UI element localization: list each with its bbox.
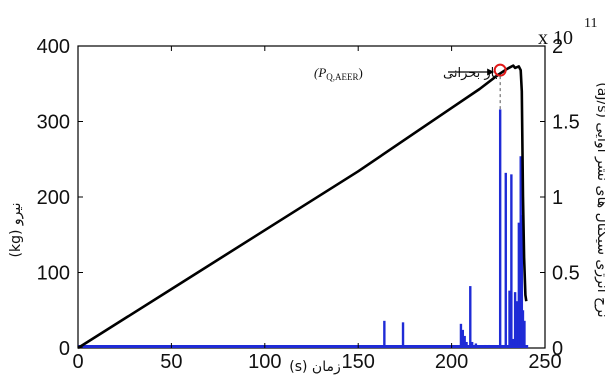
energy-rate-bar <box>461 329 465 348</box>
energy-rate-bar <box>508 290 511 348</box>
annotation-label: بار بحرانی <box>443 66 498 81</box>
energy-rate-bar <box>498 109 502 348</box>
x-tick-label: 0 <box>72 351 83 373</box>
multiplier-exponent: 11 <box>584 16 597 31</box>
y-right-tick-label: 1.5 <box>552 112 580 134</box>
y-axis-right-title: نرخ انرژی سیگنال های نشر آوایی (aJ/s) <box>594 82 605 317</box>
y-left-tick-label: 400 <box>37 36 70 58</box>
energy-rate-bar <box>515 301 519 348</box>
y-right-tick-label: 0 <box>552 338 563 360</box>
x-tick-label: 150 <box>342 351 375 373</box>
energy-rate-bar <box>517 222 521 348</box>
energy-rate-bar <box>465 341 468 348</box>
x-tick-label: 200 <box>435 351 468 373</box>
critical-load-annotation: بار بحرانی (PQ,AEER) <box>314 63 507 111</box>
multiplier-base: x 10 <box>538 27 573 49</box>
critical-load-marker <box>493 63 507 77</box>
energy-rate-bar <box>459 323 463 348</box>
energy-rate-bar <box>523 320 526 348</box>
x-tick-label: 250 <box>528 351 561 373</box>
energy-rate-bar <box>401 322 405 348</box>
energy-rate-bar <box>463 335 466 348</box>
annotation-math-label: (PQ,AEER) <box>314 65 363 82</box>
x-tick-label: 100 <box>248 351 281 373</box>
energy-rate-bar <box>510 174 513 348</box>
energy-rate-bar <box>521 310 525 348</box>
right-axis-multiplier: x 10 11 <box>538 16 597 49</box>
x-tick-label: 50 <box>160 351 182 373</box>
y-right-tick-label: 0.5 <box>552 263 580 285</box>
annotation-arrow-head <box>487 68 495 76</box>
energy-rate-bar <box>470 341 474 348</box>
force-line <box>77 64 528 350</box>
y-axis-left-title: نیرو (kg) <box>8 203 24 258</box>
y-left-tick-label: 200 <box>37 187 70 209</box>
y-left-tick-label: 100 <box>37 263 70 285</box>
energy-rate-bar <box>520 215 524 348</box>
x-axis-title: زمان (s) <box>289 359 340 375</box>
y-left-tick-label: 300 <box>37 112 70 134</box>
energy-rate-bar <box>469 286 472 348</box>
y-right-tick-label: 1 <box>552 187 563 209</box>
energy-rate-bar <box>504 172 507 348</box>
y-right-tick-label: 2 <box>552 36 563 58</box>
energy-rate-bar <box>513 292 517 348</box>
energy-rate-bar <box>383 320 386 348</box>
y-left-tick-label: 0 <box>59 338 70 360</box>
plot-area <box>77 45 546 350</box>
energy-rate-bar <box>512 338 515 348</box>
